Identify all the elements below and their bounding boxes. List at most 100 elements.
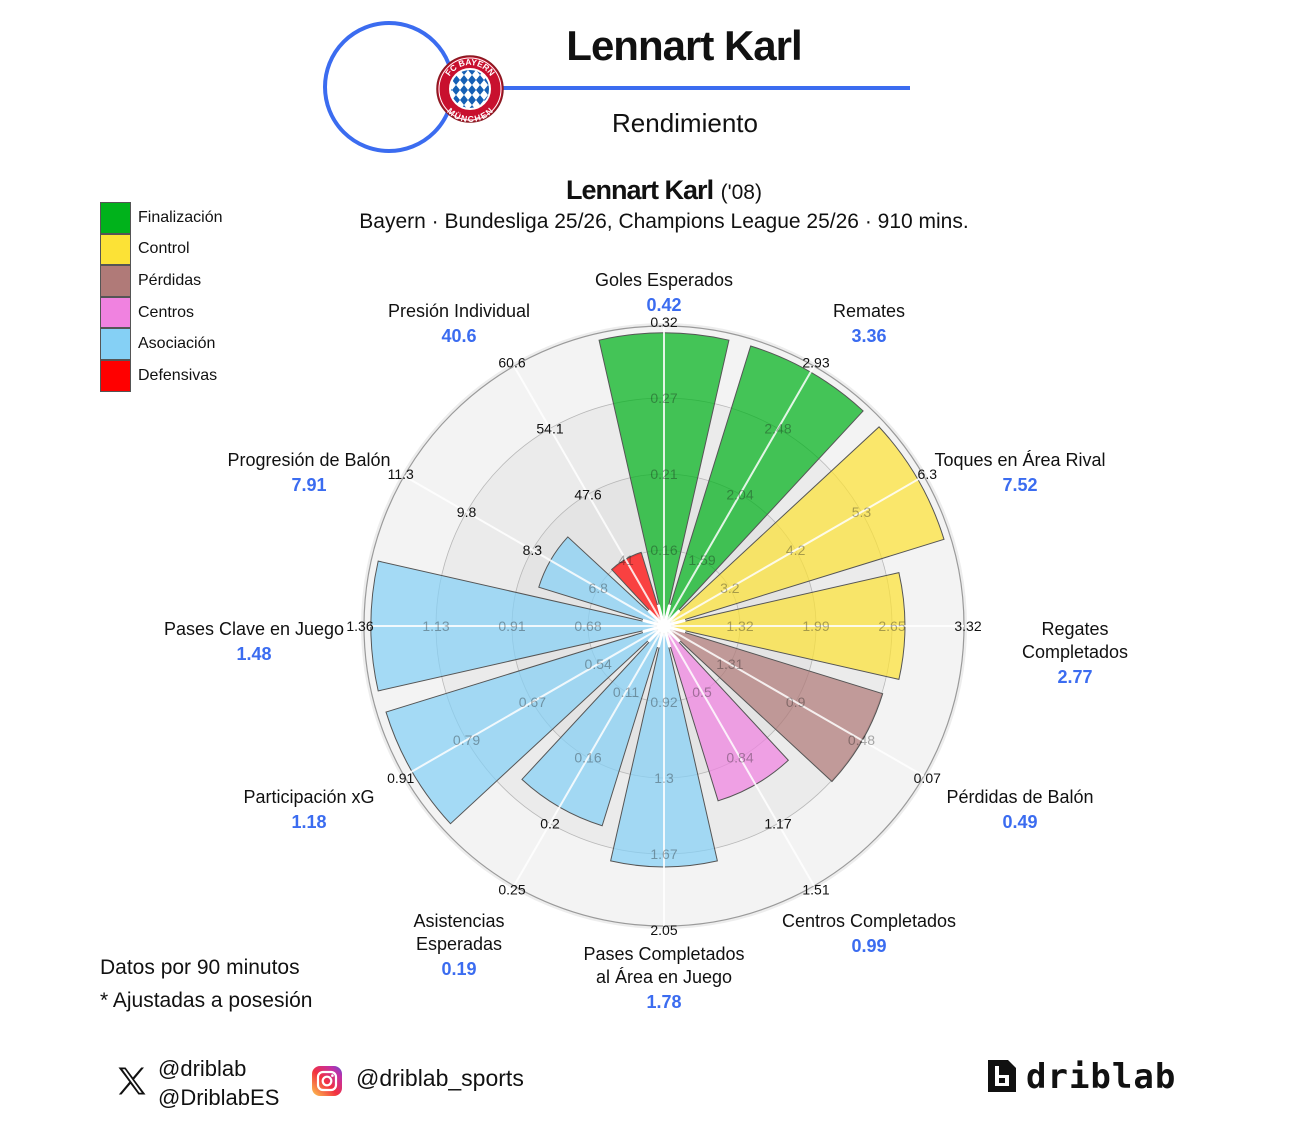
legend-swatch [100, 328, 131, 360]
axis-name: Asistencias [413, 911, 504, 931]
tick-label: 0.9 [786, 694, 806, 710]
axis-label-group: Pases Completados al Área en Juego 1.78 [583, 944, 744, 1012]
header-divider-line [490, 86, 910, 90]
axis-name: Progresión de Balón [227, 450, 390, 470]
tick-label: 1.59 [688, 552, 715, 568]
tick-label: 3.32 [954, 618, 981, 634]
tick-label: 2.48 [764, 421, 791, 437]
axis-name: al Área en Juego [596, 967, 732, 987]
axis-name: Pases Completados [583, 944, 744, 964]
axis-value: 1.18 [291, 812, 326, 832]
axis-value: 0.19 [441, 959, 476, 979]
tick-label: 2.65 [878, 618, 905, 634]
axis-label-group: Goles Esperados 0.42 [595, 270, 733, 315]
axis-name: Esperadas [416, 934, 502, 954]
tick-label: 1.36 [346, 618, 373, 634]
legend-swatch [100, 202, 131, 234]
legend-label: Centros [138, 303, 195, 321]
x-handle-driblabes[interactable]: @DriblabES [158, 1085, 280, 1110]
legend-item-asociacion: Asociación [100, 328, 222, 360]
bar-centros-completados [665, 631, 790, 802]
driblab-logo-icon: driblab [988, 1058, 1176, 1094]
axis-label-group: Regates Completados 2.77 [1022, 619, 1128, 687]
legend-label: Control [138, 240, 190, 258]
legend-item-defensivas: Defensivas [100, 359, 222, 392]
axis-label-group: Asistencias Esperadas 0.19 [413, 911, 504, 979]
axis-value: 1.48 [236, 644, 271, 664]
tick-label: 5.3 [852, 504, 872, 520]
tick-label: 1.17 [764, 815, 791, 831]
brand-wordmark: driblab [1026, 1058, 1176, 1094]
tick-label: 1.31 [716, 656, 743, 672]
tick-label: 6.8 [588, 580, 608, 596]
tick-label: 1.32 [726, 618, 753, 634]
legend-label: Pérdidas [138, 271, 202, 289]
tick-label: 11.3 [388, 466, 414, 482]
bar-toques-en-rea-rival [669, 426, 945, 625]
tick-label: 9.8 [457, 504, 477, 520]
x-twitter-icon [118, 1067, 146, 1095]
chart-title: Lennart Karl ('08) [300, 175, 1028, 206]
tick-label: 1.13 [422, 618, 449, 634]
tick-label: 0.91 [498, 618, 525, 634]
tick-label: 0.5 [692, 684, 712, 700]
tick-label: 2.05 [650, 922, 677, 938]
tick-label: 0.67 [519, 694, 546, 710]
chart-birth-year: ('08) [720, 181, 762, 204]
axis-label-group: Remates 3.36 [833, 301, 905, 346]
axis-name: Toques en Área Rival [934, 450, 1105, 470]
bar-progresi-n-de-bal-n [538, 536, 659, 625]
chart-context: Bayern · Bundesliga 25/26, Champions Lea… [359, 210, 969, 233]
axis-name: Presión Individual [388, 301, 530, 321]
tick-label: 8.3 [523, 542, 543, 558]
axis-label-group: Pases Clave en Juego 1.48 [164, 619, 344, 664]
legend-item-control: Control [100, 233, 222, 266]
tick-label: 1.67 [650, 846, 677, 862]
tick-label: 6.3 [918, 466, 938, 482]
x-handle-driblab[interactable]: @driblab [158, 1056, 247, 1081]
tick-label: 1.51 [802, 881, 829, 897]
tick-label: 4.2 [786, 542, 806, 558]
legend-swatch [100, 296, 131, 329]
tick-label: 0.27 [650, 390, 677, 406]
note-possession-adjusted: * Ajustadas a posesión [100, 989, 313, 1012]
club-badge-icon: FC BAYERN MÜNCHEN [436, 55, 504, 123]
tick-label: 0.11 [613, 684, 639, 700]
tick-label: 1.3 [654, 770, 674, 786]
tick-label: 0.48 [848, 732, 875, 748]
axis-value: 0.99 [851, 936, 886, 956]
bar-presi-n-individual [610, 551, 663, 621]
tick-label: 0.07 [914, 770, 941, 786]
axis-name: Remates [833, 301, 905, 321]
axis-value: 0.49 [1002, 812, 1037, 832]
tick-label: 54.1 [536, 421, 563, 437]
axis-name: Goles Esperados [595, 270, 733, 290]
axis-name: Pases Clave en Juego [164, 619, 344, 639]
tick-label: 0.21 [650, 466, 677, 482]
tick-label: 0.91 [387, 770, 414, 786]
legend-swatch [100, 265, 131, 297]
axis-label-group: Centros Completados 0.99 [782, 911, 956, 956]
tick-label: 1.99 [802, 618, 829, 634]
bar-asistencias-esperadas [521, 631, 663, 827]
chart-axis-labels: Goles Esperados 0.42 Remates 3.36 Toques en … [164, 270, 1128, 1012]
tick-label: 0.16 [574, 750, 601, 766]
bar-p-rdidas-de-bal-n [669, 627, 884, 783]
legend-swatch [100, 359, 131, 392]
tick-label: 2.04 [726, 486, 753, 502]
instagram-icon [312, 1066, 342, 1096]
instagram-handle[interactable]: @driblab_sports [356, 1065, 524, 1091]
page-title: Lennart Karl [566, 22, 802, 69]
legend-item-centros: Centros [100, 296, 222, 329]
chart-ticks: 0.16 0.21 0.27 0.32 1.59 2.04 2.48 2.93 3.2 4.2 5.… [346, 314, 981, 938]
tick-label: 0.84 [726, 750, 753, 766]
axis-name: Regates [1041, 619, 1108, 639]
axis-label-group: Progresión de Balón 7.91 [227, 450, 390, 495]
axis-value: 40.6 [441, 326, 476, 346]
legend-item-finalizacion: Finalización [100, 202, 222, 234]
chart-spokes [364, 326, 964, 926]
axis-name: Participación xG [243, 787, 374, 807]
tick-label: 0.68 [574, 618, 601, 634]
legend-label: Finalización [138, 208, 223, 226]
